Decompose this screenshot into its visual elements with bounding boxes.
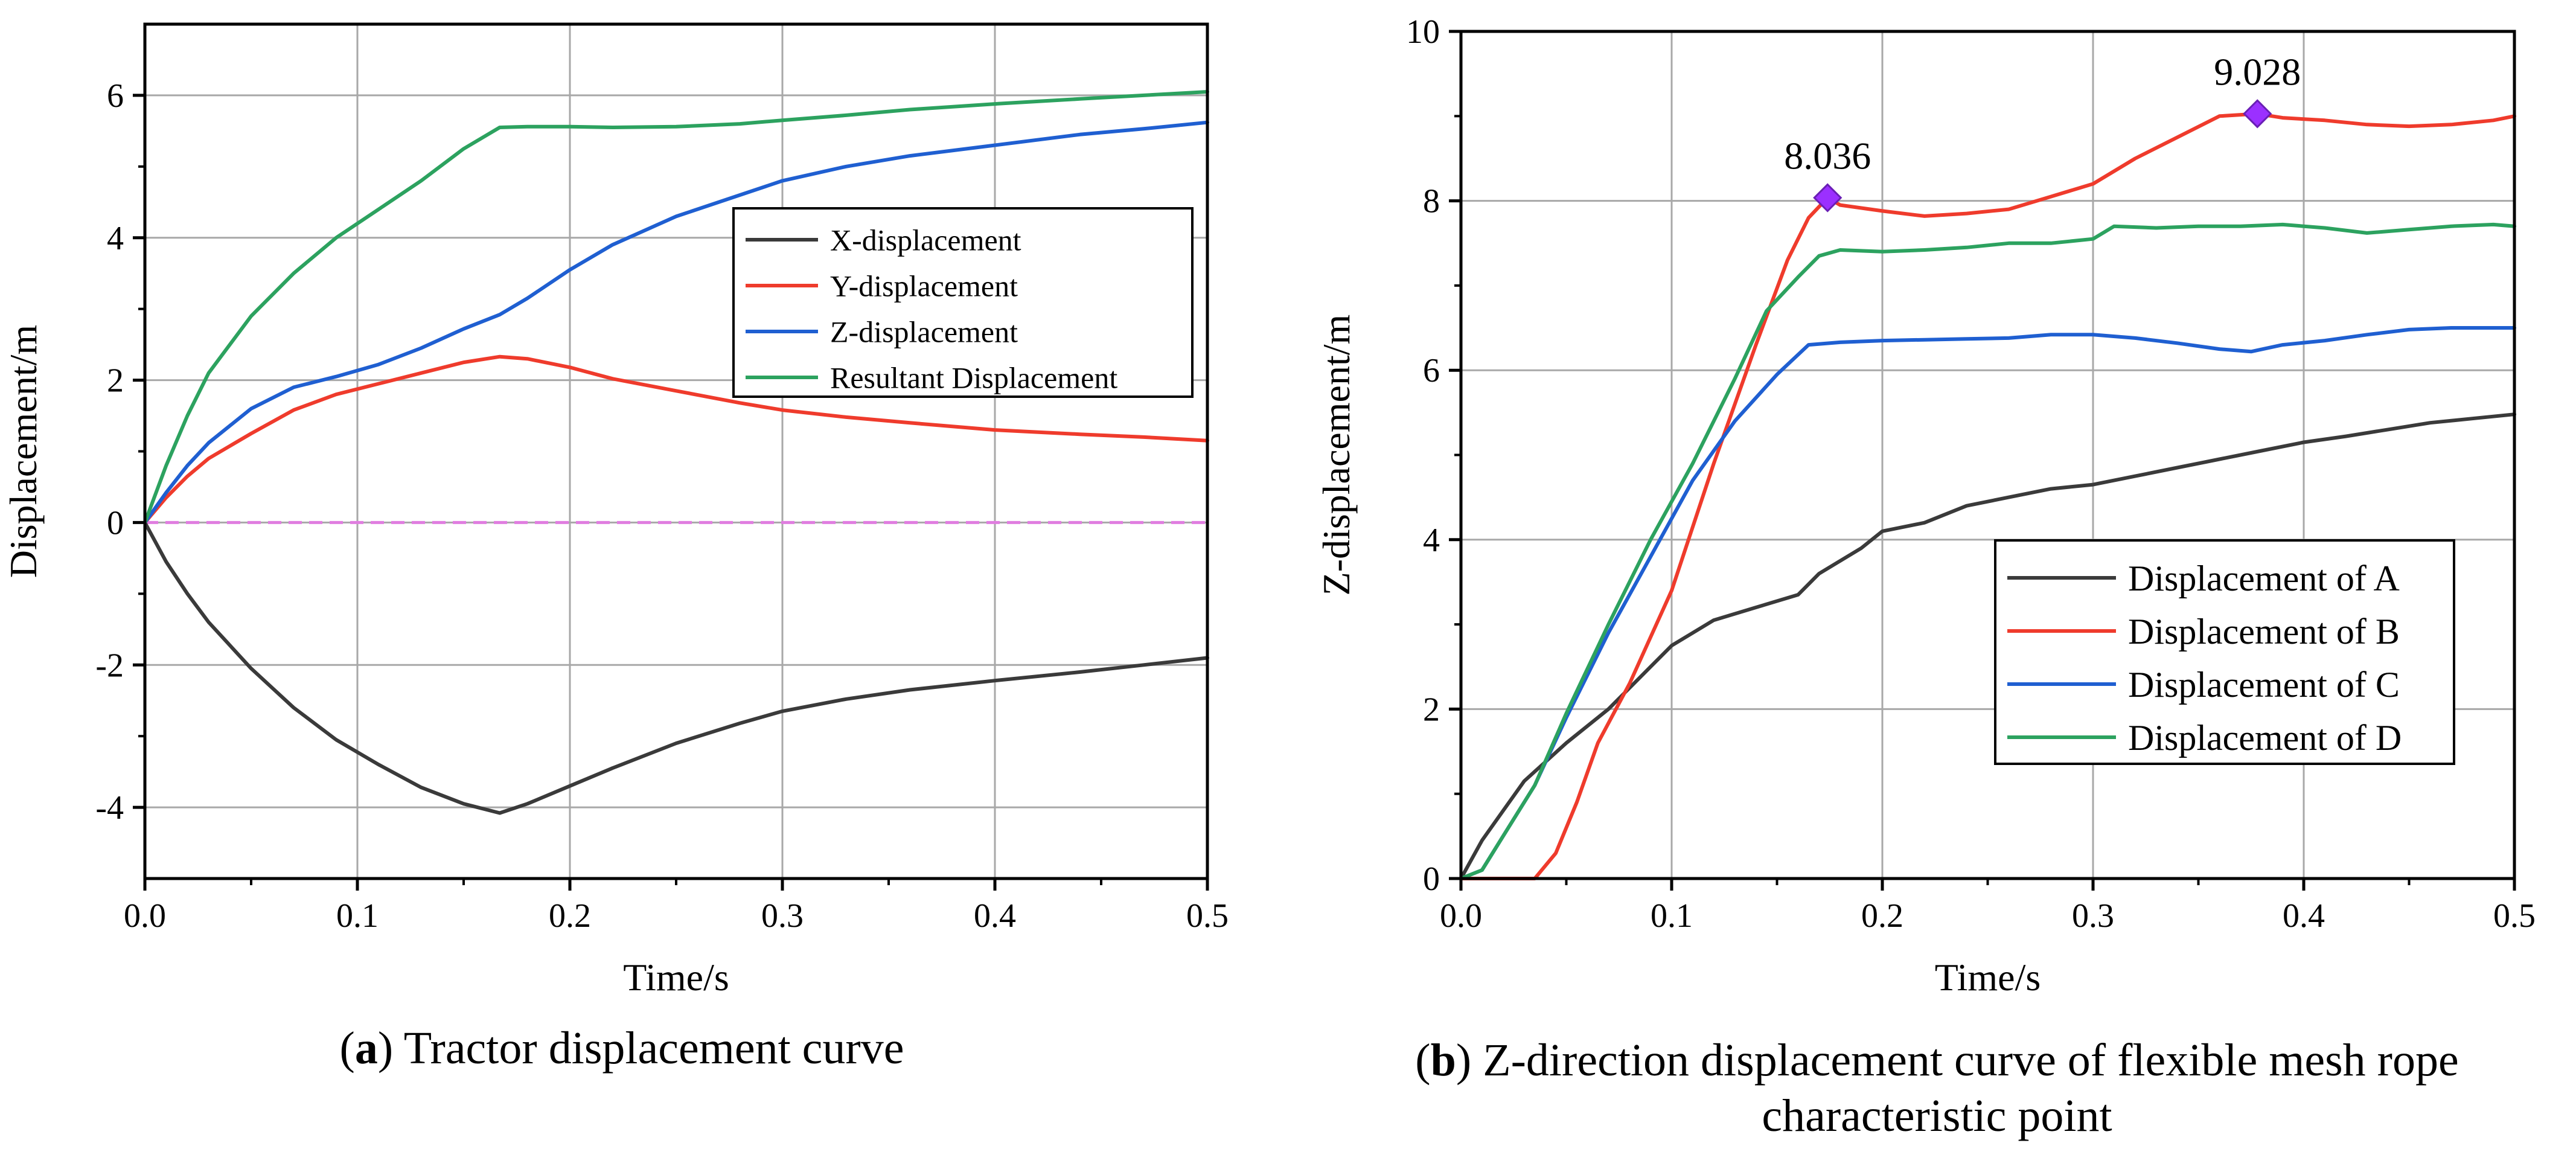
- x-axis-label: Time/s: [623, 956, 729, 999]
- series-line-1: [143, 520, 1209, 815]
- y-tick-label: 0: [1423, 860, 1440, 898]
- caption-b-letter: b: [1430, 1035, 1456, 1086]
- x-tick-label: 0.1: [1651, 897, 1693, 935]
- x-tick-label: 0.1: [336, 897, 379, 935]
- y-tick-label: 6: [1423, 352, 1440, 389]
- legend: Displacement of A Displacement of B Displa…: [1994, 539, 2455, 765]
- y-tick-label: -2: [95, 647, 124, 684]
- x-tick-label: 0.3: [761, 897, 804, 935]
- series-line-2: [143, 354, 1209, 525]
- y-axis-label: Z-displacement/m: [1315, 315, 1358, 596]
- caption-a-letter: a: [354, 1023, 378, 1074]
- legend-label: Displacement of D: [2128, 718, 2402, 758]
- caption-b-text: Z-direction displacement curve of flexib…: [1471, 1035, 2459, 1086]
- y-axis-label: Displacement/m: [2, 325, 45, 578]
- x-tick-label: 0.5: [2493, 897, 2536, 935]
- caption-b-line2: characteristic point: [1762, 1090, 2112, 1141]
- y-tick-label: 4: [1423, 522, 1440, 559]
- series-line-4: [1459, 222, 2516, 880]
- peak-marker-1: [1813, 183, 1843, 213]
- x-tick-label: 0.0: [124, 897, 166, 935]
- y-tick-label: 2: [107, 362, 124, 400]
- y-tick-label: 10: [1406, 13, 1440, 51]
- x-tick-label: 0.5: [1186, 897, 1229, 935]
- y-tick-label: -4: [95, 789, 124, 827]
- series-line-2: [1459, 112, 2516, 880]
- series-line-1: [1459, 412, 2516, 880]
- x-tick-label: 0.2: [549, 897, 591, 935]
- legend: X-displacement Y-displacement Z-displaceme…: [732, 207, 1194, 398]
- legend-label: Displacement of A: [2128, 559, 2400, 598]
- y-tick-label: 6: [107, 77, 124, 115]
- peak-label-1: 8.036: [1784, 135, 1871, 178]
- x-tick-label: 0.4: [2283, 897, 2325, 935]
- peak-label-2: 9.028: [2214, 50, 2301, 93]
- legend-label: Resultant Displacement: [830, 361, 1117, 395]
- x-tick-label: 0.3: [2072, 897, 2114, 935]
- chart-a: 0.0 0.1 0.2 0.3 0.4 0.5 -4 -2 0 2 4 6 Time/s Displace…: [2, 22, 1229, 999]
- x-tick-label: 0.0: [1440, 897, 1482, 935]
- x-axis-label: Time/s: [1935, 956, 2041, 999]
- y-tick-label: 8: [1423, 183, 1440, 220]
- x-tick-label: 0.4: [974, 897, 1016, 935]
- series-line-3: [1459, 326, 2516, 880]
- series-line-4: [143, 90, 1209, 525]
- chart-b: 0.0 0.1 0.2 0.3 0.4 0.5 0 2 4 6 8 10 Time/s Z-displac…: [1315, 13, 2536, 999]
- caption-a-text: Tractor displacement curve: [393, 1023, 904, 1074]
- legend-label: Y-displacement: [830, 269, 1018, 303]
- series-line-3: [143, 120, 1209, 525]
- plot-frame: [143, 22, 1209, 880]
- caption-a: (a) Tractor displacement curve: [339, 1023, 904, 1074]
- y-tick-label: 0: [107, 504, 124, 542]
- legend-label: Displacement of B: [2128, 612, 2400, 652]
- legend-label: Z-displacement: [830, 315, 1018, 349]
- y-tick-label: 4: [107, 220, 124, 257]
- legend-label: Displacement of C: [2128, 665, 2400, 705]
- x-tick-label: 0.2: [1861, 897, 1903, 935]
- legend-label: X-displacement: [830, 223, 1021, 257]
- y-tick-label: 2: [1423, 691, 1440, 728]
- caption-b-line1: (b) Z-direction displacement curve of fl…: [1415, 1035, 2459, 1086]
- peak-marker-2: [2243, 99, 2272, 129]
- caption-b: (b) Z-direction displacement curve of fl…: [1298, 1033, 2576, 1144]
